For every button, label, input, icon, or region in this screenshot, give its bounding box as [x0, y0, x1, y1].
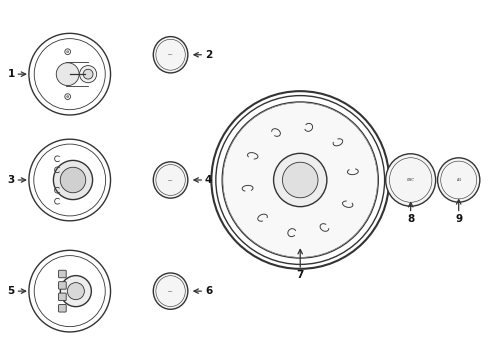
Ellipse shape: [386, 154, 436, 206]
Ellipse shape: [67, 51, 69, 53]
Ellipse shape: [153, 273, 188, 309]
Ellipse shape: [60, 276, 91, 307]
Text: 4X4: 4X4: [456, 178, 461, 182]
Ellipse shape: [67, 96, 69, 98]
Text: 7: 7: [296, 270, 304, 280]
Ellipse shape: [153, 162, 188, 198]
Ellipse shape: [79, 66, 97, 83]
Ellipse shape: [53, 161, 93, 199]
Text: 4: 4: [205, 175, 212, 185]
Ellipse shape: [67, 283, 84, 300]
FancyBboxPatch shape: [59, 282, 66, 289]
Text: 9: 9: [455, 213, 462, 224]
Ellipse shape: [65, 94, 71, 99]
Text: 3: 3: [7, 175, 15, 185]
Ellipse shape: [282, 162, 318, 198]
Ellipse shape: [273, 153, 327, 207]
Ellipse shape: [83, 69, 93, 79]
Ellipse shape: [65, 49, 71, 55]
Ellipse shape: [56, 63, 79, 86]
FancyBboxPatch shape: [59, 305, 66, 312]
Text: 6: 6: [205, 286, 212, 296]
Text: GMC: GMC: [168, 291, 173, 292]
Text: GMC: GMC: [168, 54, 173, 55]
Text: GMC: GMC: [407, 178, 415, 182]
Text: 8: 8: [407, 213, 414, 224]
FancyBboxPatch shape: [59, 293, 66, 301]
Ellipse shape: [438, 158, 480, 202]
Text: 1: 1: [7, 69, 15, 79]
Text: 5: 5: [7, 286, 15, 296]
Ellipse shape: [153, 37, 188, 73]
Ellipse shape: [223, 103, 377, 257]
Ellipse shape: [60, 167, 86, 193]
Text: 2: 2: [205, 50, 212, 60]
FancyBboxPatch shape: [59, 270, 66, 278]
